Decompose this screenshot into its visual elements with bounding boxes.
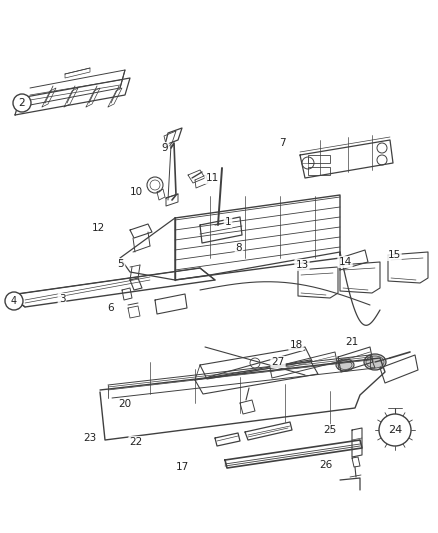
Text: 2: 2 — [19, 98, 25, 108]
Bar — [308, 167, 330, 175]
Ellipse shape — [366, 356, 384, 368]
Text: 25: 25 — [323, 425, 337, 435]
Text: 14: 14 — [339, 257, 352, 267]
Circle shape — [379, 414, 411, 446]
Ellipse shape — [336, 359, 354, 371]
Text: 2: 2 — [19, 98, 25, 108]
Text: 21: 21 — [346, 337, 359, 347]
Ellipse shape — [364, 354, 386, 370]
Text: 12: 12 — [92, 223, 105, 233]
Text: 11: 11 — [205, 173, 219, 183]
Circle shape — [5, 292, 23, 310]
Text: 26: 26 — [319, 460, 332, 470]
Text: 8: 8 — [236, 243, 242, 253]
Text: 5: 5 — [118, 259, 124, 269]
Text: 3: 3 — [59, 294, 65, 304]
Text: 4: 4 — [11, 296, 17, 306]
Text: 15: 15 — [387, 250, 401, 260]
Text: 23: 23 — [83, 433, 97, 443]
Text: 22: 22 — [129, 437, 143, 447]
Text: 18: 18 — [290, 340, 303, 350]
Text: 9: 9 — [162, 143, 168, 153]
Text: 1: 1 — [225, 217, 231, 227]
Text: 17: 17 — [175, 462, 189, 472]
Ellipse shape — [338, 360, 352, 369]
Bar — [308, 155, 330, 163]
Text: 13: 13 — [295, 260, 309, 270]
Text: 20: 20 — [118, 399, 131, 409]
Text: 24: 24 — [388, 425, 402, 435]
Circle shape — [13, 94, 31, 112]
Text: 6: 6 — [108, 303, 114, 313]
Text: 7: 7 — [279, 138, 285, 148]
Text: 10: 10 — [130, 187, 142, 197]
Text: 27: 27 — [272, 357, 285, 367]
